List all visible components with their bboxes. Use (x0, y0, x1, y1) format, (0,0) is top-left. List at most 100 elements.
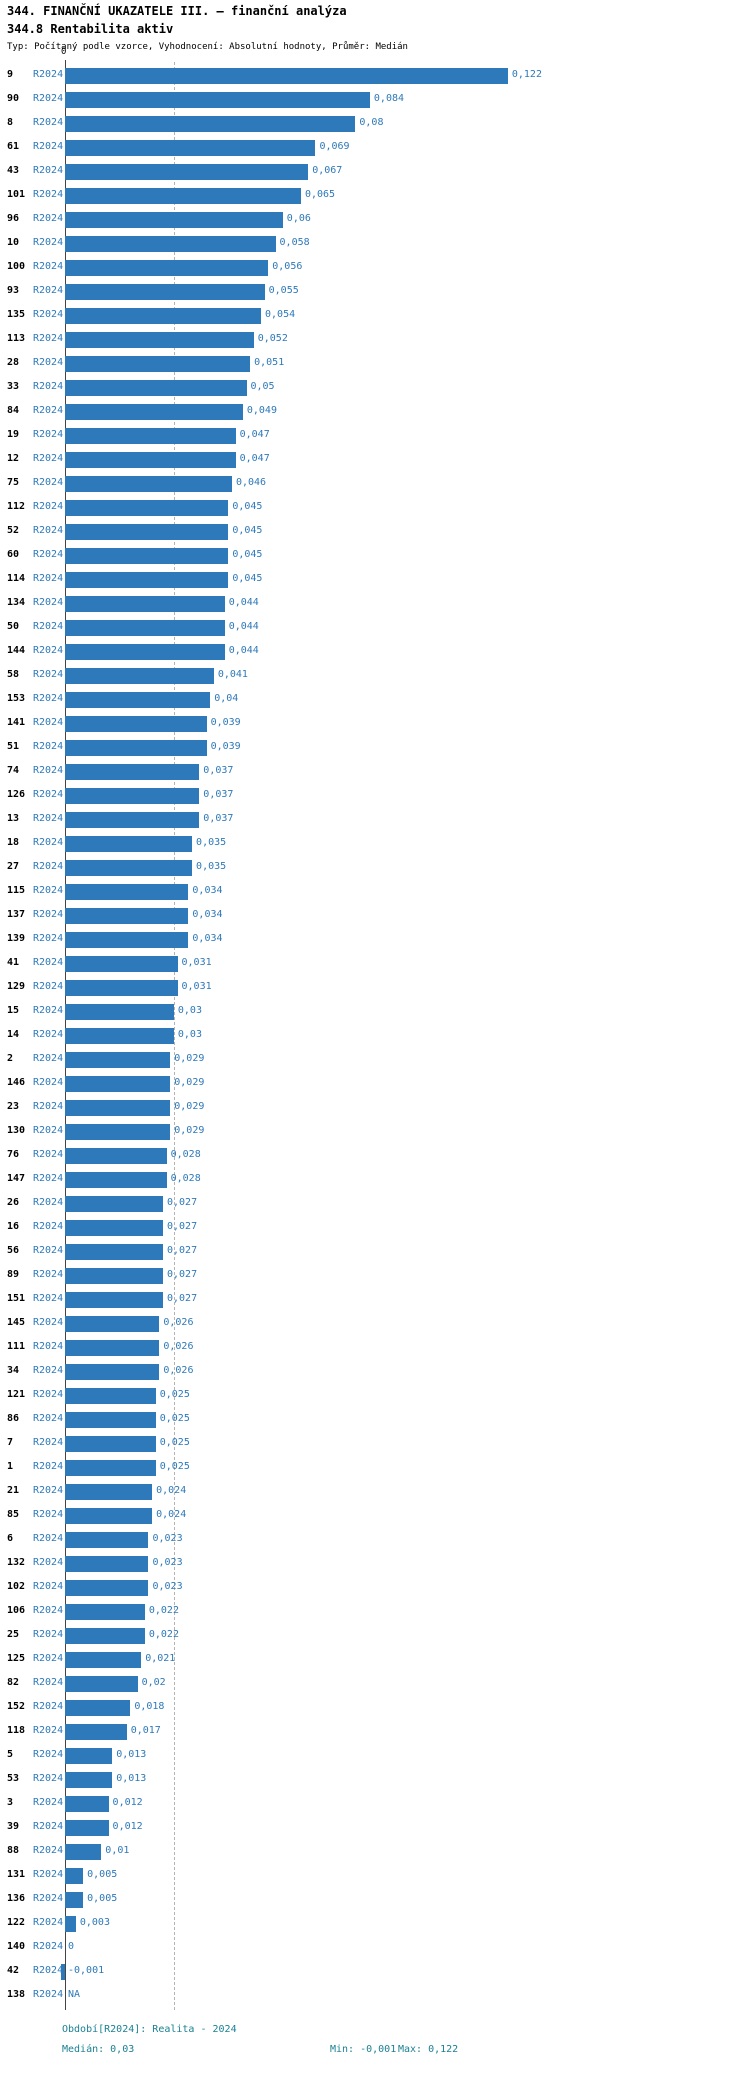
median-reference-line (174, 62, 175, 2010)
row-period-label: R2024 (33, 309, 64, 320)
row-value-label: 0,045 (232, 525, 263, 536)
chart-row: 135 R2024 0,054 (0, 304, 750, 328)
row-period-label: R2024 (33, 1149, 64, 1160)
chart-row: 82 R2024 0,02 (0, 1672, 750, 1696)
value-bar (65, 1412, 156, 1428)
row-period-label: R2024 (33, 1101, 64, 1112)
row-period-label: R2024 (33, 1413, 64, 1424)
value-bar (65, 500, 229, 516)
chart-row: 136 R2024 0,005 (0, 1888, 750, 1912)
row-period-label: R2024 (33, 189, 64, 200)
row-period-label: R2024 (33, 1197, 64, 1208)
row-id-label: 153 (7, 693, 26, 704)
row-period-label: R2024 (33, 621, 64, 632)
chart-row: 52 R2024 0,045 (0, 520, 750, 544)
row-value-label: 0,06 (286, 213, 311, 224)
chart-row: 101 R2024 0,065 (0, 184, 750, 208)
row-value-label: 0,026 (163, 1317, 194, 1328)
row-id-label: 16 (7, 1221, 20, 1232)
chart-row: 9 R2024 0,122 (0, 64, 750, 88)
row-period-label: R2024 (33, 1365, 64, 1376)
value-bar (65, 1916, 76, 1932)
row-id-label: 138 (7, 1989, 26, 2000)
row-period-label: R2024 (33, 1293, 64, 1304)
row-value-label: 0,026 (163, 1341, 194, 1352)
row-id-label: 144 (7, 645, 26, 656)
row-value-label: 0,029 (174, 1125, 205, 1136)
row-id-label: 126 (7, 789, 26, 800)
row-id-label: 15 (7, 1005, 20, 1016)
row-period-label: R2024 (33, 1557, 64, 1568)
row-period-label: R2024 (33, 1173, 64, 1184)
value-bar (65, 956, 178, 972)
value-bar (65, 116, 356, 132)
row-period-label: R2024 (33, 1581, 64, 1592)
row-value-label: 0,041 (217, 669, 248, 680)
row-id-label: 26 (7, 1197, 20, 1208)
value-bar (65, 1388, 156, 1404)
chart-row: 115 R2024 0,034 (0, 880, 750, 904)
value-bar (65, 716, 207, 732)
row-id-label: 129 (7, 981, 26, 992)
value-bar (65, 1076, 171, 1092)
row-period-label: R2024 (33, 1701, 64, 1712)
chart-row: 27 R2024 0,035 (0, 856, 750, 880)
row-id-label: 1 (7, 1461, 14, 1472)
row-value-label: 0,046 (235, 477, 267, 488)
row-id-label: 19 (7, 429, 20, 440)
row-period-label: R2024 (33, 501, 64, 512)
value-bar (65, 1844, 102, 1860)
value-bar (65, 932, 189, 948)
row-value-label: 0,051 (254, 357, 285, 368)
row-period-label: R2024 (33, 1605, 64, 1616)
row-value-label: 0,047 (239, 453, 270, 464)
value-bar (65, 1796, 109, 1812)
row-id-label: 101 (7, 189, 26, 200)
row-id-label: 100 (7, 261, 26, 272)
row-period-label: R2024 (33, 1389, 64, 1400)
row-id-label: 51 (7, 741, 20, 752)
row-period-label: R2024 (33, 933, 64, 944)
value-bar (65, 1340, 160, 1356)
row-value-label: 0,04 (214, 693, 239, 704)
row-value-label: 0,069 (319, 141, 350, 152)
row-period-label: R2024 (33, 1965, 64, 1976)
row-id-label: 56 (7, 1245, 20, 1256)
chart-row: 10 R2024 0,058 (0, 232, 750, 256)
chart-row: 19 R2024 0,047 (0, 424, 750, 448)
row-period-label: R2024 (33, 477, 64, 488)
value-bar (65, 764, 200, 780)
row-value-label: 0 (68, 1941, 75, 1952)
row-value-label: 0,044 (228, 645, 259, 656)
chart-row: 86 R2024 0,025 (0, 1408, 750, 1432)
row-value-label: 0,023 (152, 1533, 183, 1544)
chart-row: 15 R2024 0,03 (0, 1000, 750, 1024)
row-id-label: 152 (7, 1701, 26, 1712)
row-value-label: 0,022 (148, 1629, 179, 1640)
row-value-label: 0,037 (203, 813, 234, 824)
chart-row: 112 R2024 0,045 (0, 496, 750, 520)
row-value-label: 0,037 (203, 765, 234, 776)
row-value-label: 0,045 (232, 549, 263, 560)
row-period-label: R2024 (33, 1893, 64, 1904)
chart-row: 138 R2024 NA (0, 1984, 750, 2008)
row-id-label: 42 (7, 1965, 20, 1976)
row-period-label: R2024 (33, 957, 64, 968)
row-value-label: 0,08 (359, 117, 384, 128)
row-period-label: R2024 (33, 645, 64, 656)
row-value-label: 0,005 (87, 1893, 118, 1904)
row-value-label: 0,025 (159, 1413, 190, 1424)
footer-median-stat: Medián: 0,03 (62, 2044, 135, 2055)
chart-row: 145 R2024 0,026 (0, 1312, 750, 1336)
row-value-label: 0,054 (265, 309, 296, 320)
row-value-label: 0,01 (105, 1845, 130, 1856)
row-period-label: R2024 (33, 1917, 64, 1928)
row-id-label: 139 (7, 933, 26, 944)
value-bar (65, 1892, 84, 1908)
row-period-label: R2024 (33, 429, 64, 440)
row-id-label: 121 (7, 1389, 26, 1400)
row-id-label: 131 (7, 1869, 26, 1880)
row-id-label: 90 (7, 93, 20, 104)
chart-row: 61 R2024 0,069 (0, 136, 750, 160)
